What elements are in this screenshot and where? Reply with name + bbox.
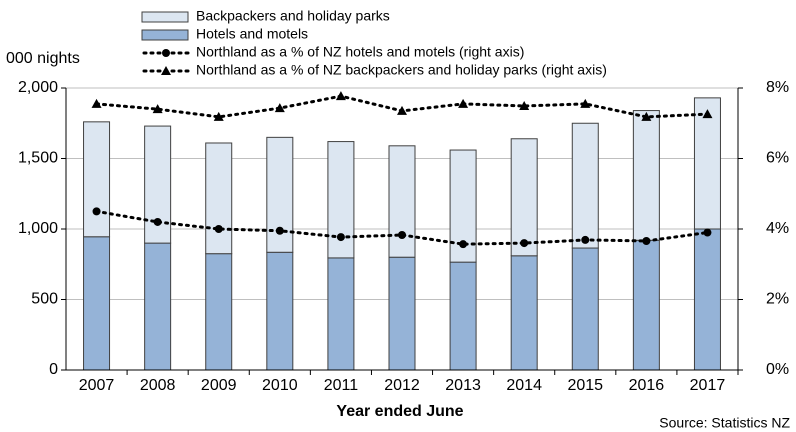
marker bbox=[214, 225, 223, 233]
y-tick-label: 1,000 bbox=[18, 220, 58, 237]
bar bbox=[388, 145, 416, 258]
y2-tick-label: 6% bbox=[766, 150, 789, 167]
bar bbox=[571, 122, 599, 249]
bar bbox=[449, 261, 477, 371]
y2-tick-label: 8% bbox=[766, 79, 789, 96]
marker bbox=[335, 91, 346, 101]
marker bbox=[92, 207, 101, 216]
y-tick-label: 500 bbox=[31, 291, 58, 308]
marker bbox=[153, 217, 162, 226]
marker bbox=[520, 239, 529, 248]
bar bbox=[510, 138, 538, 257]
legend-swatch bbox=[141, 11, 189, 23]
legend-label: Hotels and motels bbox=[196, 26, 308, 42]
y-tick-label: 0 bbox=[49, 361, 58, 378]
x-tick-label: 2008 bbox=[140, 377, 176, 394]
bar bbox=[83, 236, 111, 371]
bar bbox=[266, 251, 294, 371]
bar bbox=[266, 136, 294, 253]
marker bbox=[581, 235, 590, 244]
bar bbox=[571, 247, 599, 371]
bar bbox=[83, 121, 111, 238]
x-tick-label: 2007 bbox=[79, 377, 115, 394]
x-tick-label: 2012 bbox=[384, 377, 420, 394]
bar bbox=[693, 228, 721, 371]
x-tick-label: 2017 bbox=[690, 377, 726, 394]
legend-label: Northland as a % of NZ hotels and motels… bbox=[196, 44, 524, 60]
marker bbox=[275, 226, 284, 235]
marker bbox=[642, 236, 651, 245]
bar bbox=[510, 255, 538, 371]
x-tick-label: 2009 bbox=[201, 377, 237, 394]
bar bbox=[205, 142, 233, 255]
y2-tick-label: 2% bbox=[766, 291, 789, 308]
marker bbox=[213, 111, 224, 121]
y2-tick-label: 0% bbox=[766, 361, 789, 378]
bar bbox=[693, 97, 721, 230]
y-tick-label: 1,500 bbox=[18, 150, 58, 167]
legend-swatch bbox=[141, 29, 189, 41]
legend-label: Northland as a % of NZ backpackers and h… bbox=[196, 62, 607, 78]
legend-label: Backpackers and holiday parks bbox=[196, 8, 390, 24]
y-axis-label: 000 nights bbox=[6, 50, 80, 67]
marker bbox=[162, 49, 170, 57]
x-tick-label: 2016 bbox=[629, 377, 665, 394]
x-axis-label: Year ended June bbox=[336, 403, 463, 420]
marker bbox=[336, 233, 345, 242]
marker bbox=[641, 111, 652, 121]
source: Source: Statistics NZ bbox=[659, 415, 790, 431]
marker bbox=[397, 105, 407, 115]
y-tick-label: 2,000 bbox=[18, 79, 58, 96]
marker bbox=[519, 100, 530, 110]
marker bbox=[580, 98, 591, 108]
marker bbox=[91, 98, 102, 108]
x-tick-label: 2010 bbox=[262, 377, 298, 394]
marker bbox=[274, 103, 285, 113]
x-tick-label: 2013 bbox=[445, 377, 481, 394]
marker bbox=[161, 66, 171, 75]
bar bbox=[632, 239, 660, 371]
marker bbox=[152, 104, 163, 114]
bar bbox=[205, 253, 233, 371]
x-tick-label: 2014 bbox=[506, 377, 542, 394]
marker bbox=[458, 98, 469, 108]
x-tick-label: 2015 bbox=[567, 377, 603, 394]
bar bbox=[144, 242, 172, 371]
bar bbox=[327, 257, 355, 371]
bar bbox=[388, 256, 416, 371]
bar bbox=[632, 110, 660, 241]
marker bbox=[398, 230, 406, 239]
marker bbox=[459, 240, 468, 249]
y2-tick-label: 4% bbox=[766, 220, 789, 237]
marker bbox=[702, 109, 713, 119]
x-tick-label: 2011 bbox=[324, 377, 359, 394]
marker bbox=[703, 228, 712, 237]
